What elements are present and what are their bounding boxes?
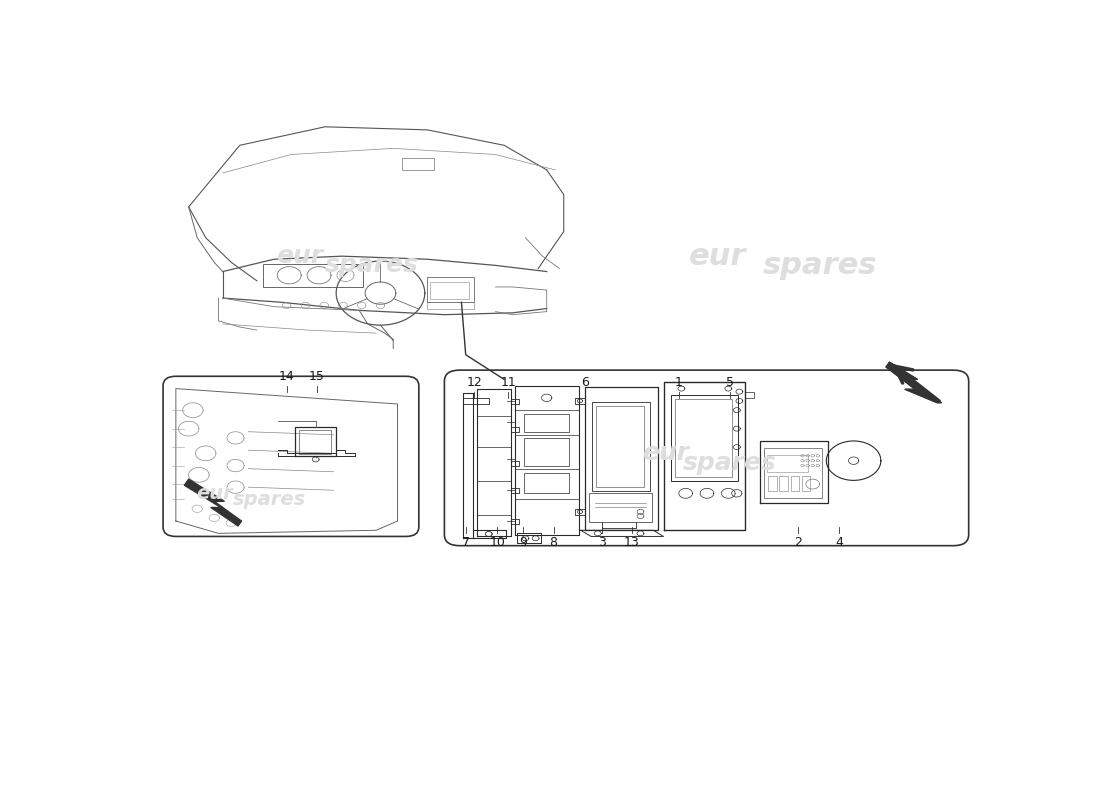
Text: 3: 3 — [598, 536, 606, 549]
Polygon shape — [185, 479, 242, 526]
Text: 11: 11 — [500, 376, 516, 389]
Bar — [427, 277, 474, 302]
Text: 6: 6 — [581, 376, 589, 389]
Text: 10: 10 — [490, 536, 505, 549]
Bar — [675, 399, 732, 477]
Text: 8: 8 — [550, 536, 558, 549]
Bar — [524, 438, 569, 466]
Text: eur: eur — [689, 242, 746, 270]
Text: 15: 15 — [309, 370, 324, 382]
Text: spares: spares — [324, 254, 419, 278]
Text: 14: 14 — [278, 370, 295, 382]
Text: 2: 2 — [794, 536, 802, 549]
Text: eur: eur — [642, 442, 690, 466]
Text: spares: spares — [762, 251, 877, 280]
Text: spares: spares — [233, 490, 306, 509]
Bar — [402, 158, 434, 170]
Bar — [592, 402, 650, 491]
Bar — [767, 454, 807, 472]
Bar — [298, 430, 331, 454]
Text: 1: 1 — [675, 376, 683, 389]
Polygon shape — [886, 362, 942, 402]
Bar — [768, 476, 777, 491]
Text: 4: 4 — [835, 536, 843, 549]
Text: 12: 12 — [466, 376, 482, 389]
Text: 13: 13 — [624, 536, 640, 549]
Text: spares: spares — [683, 450, 777, 474]
Bar — [590, 493, 652, 522]
Bar — [802, 476, 810, 491]
Bar — [524, 414, 569, 432]
Text: eur: eur — [276, 244, 323, 268]
Bar — [780, 476, 788, 491]
Text: 9: 9 — [519, 536, 527, 549]
Bar — [671, 394, 738, 481]
Text: eur: eur — [196, 484, 232, 503]
Bar — [427, 302, 474, 309]
Bar — [596, 406, 644, 487]
Bar — [430, 282, 469, 299]
Text: 7: 7 — [462, 536, 470, 549]
Bar — [263, 263, 363, 287]
Bar — [524, 473, 569, 494]
Bar — [791, 476, 799, 491]
Bar — [764, 448, 822, 498]
Text: 5: 5 — [726, 376, 734, 389]
